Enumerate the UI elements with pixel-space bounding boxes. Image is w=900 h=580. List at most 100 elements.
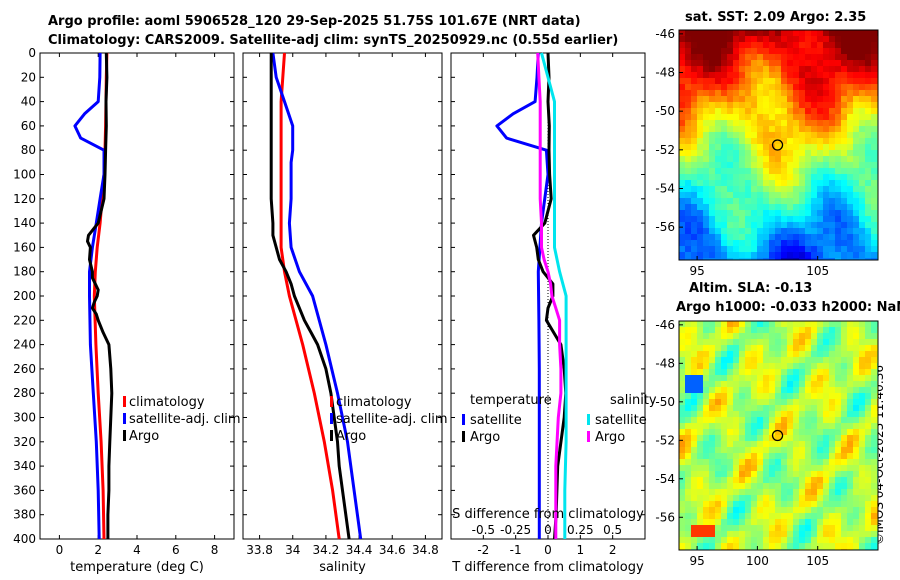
sla_map-pixel [847,429,853,435]
sla_map-pixel [775,339,781,345]
sla_map-pixel [811,345,817,351]
sla_map-pixel [751,399,757,405]
sst_map-pixel [871,60,877,66]
sla_map-pixel [715,393,721,399]
sst_map-pixel [835,150,841,156]
sst_map-pixel [847,192,853,198]
sla_map-pixel [685,381,691,387]
sst_map-pixel [793,138,799,144]
sla_map-pixel [817,357,823,363]
sla_map-pixel [805,525,811,531]
sla_map-pixel [703,489,709,495]
sst_map-pixel [817,186,823,192]
sst_map-pixel [865,192,871,198]
sst_map-pixel [799,54,805,60]
sla_map-pixel [745,459,751,465]
sla_map-pixel [775,453,781,459]
sla_map-pixel [733,441,739,447]
sla_map-pixel [817,513,823,519]
sla_map-pixel [715,399,721,405]
sla_map-pixel [853,387,859,393]
sla_map-pixel [751,519,757,525]
sla_map-pixel [751,369,757,375]
sst_map-pixel [709,102,715,108]
sla_map-pixel [709,531,715,537]
sst_map-pixel [781,222,787,228]
sla_map-pixel [793,411,799,417]
sst_map-pixel [757,60,763,66]
sst_map-pixel [805,66,811,72]
sla_map-pixel [715,459,721,465]
sst_map-pixel [865,222,871,228]
sst_map-pixel [787,96,793,102]
sla_map-pixel [787,423,793,429]
sla_map-pixel [829,363,835,369]
sst_map-pixel [829,126,835,132]
sst_map-pixel [769,72,775,78]
sla_map-pixel [709,483,715,489]
sst_map-pixel [697,138,703,144]
sla_map-pixel [763,495,769,501]
sst_map-pixel [757,246,763,252]
sst_map-pixel [823,108,829,114]
sla_map-pixel [787,327,793,333]
sla_map-pixel [739,465,745,471]
sla_map-pixel [817,435,823,441]
sst_map-pixel [775,108,781,114]
sla_map-pixel [691,471,697,477]
sst_map-pixel [865,228,871,234]
sla_map-pixel [811,363,817,369]
sla_map-pixel [865,363,871,369]
sla_map-pixel [823,417,829,423]
sst_map-pixel [805,132,811,138]
sst_map-pixel [847,84,853,90]
sst-map-title: sat. SST: 2.09 Argo: 2.35 [685,10,867,25]
sst_map-pixel [793,198,799,204]
temperature-series-satellite-adj-clim [73,52,106,540]
sla_map-pixel [841,357,847,363]
sla_map-pixel [739,507,745,513]
sst_map-pixel [859,234,865,240]
sla_map-pixel [823,501,829,507]
sst_map-pixel [835,204,841,210]
sla_map-pixel [871,513,877,519]
sla_map-pixel [715,405,721,411]
sst_map-pixel [703,60,709,66]
sla_map-pixel [865,381,871,387]
sla_map-pixel [685,333,691,339]
sla_map-pixel [811,441,817,447]
sla_map-pixel [679,381,685,387]
sla_map-pixel [763,339,769,345]
sla_map-pixel [847,399,853,405]
sst_map-pixel [679,162,685,168]
sst_map-pixel [739,96,745,102]
sst_map-pixel [703,114,709,120]
sla_map-pixel [745,441,751,447]
sla_map-ytick-label: -46 [655,318,675,332]
sst_map-pixel [691,192,697,198]
sla_map-pixel [811,327,817,333]
sla_map-pixel [811,447,817,453]
sst_map-pixel [775,30,781,36]
sla_map-pixel [847,441,853,447]
temperature-legend-label: satellite-adj. clim [129,412,241,427]
sst_map-pixel [859,54,865,60]
sst_map-pixel [691,186,697,192]
sla_map-pixel [727,399,733,405]
sst_map-pixel [817,222,823,228]
sst_map-pixel [751,42,757,48]
sst_map-pixel [805,234,811,240]
sla_map-pixel [793,405,799,411]
sst_map-pixel [691,240,697,246]
sst_map-pixel [823,138,829,144]
sst_map-pixel [805,60,811,66]
sst_map-pixel [715,150,721,156]
sst_map-pixel [835,78,841,84]
sla_map-pixel [757,531,763,537]
sla_map-pixel [757,447,763,453]
sla_map-pixel [805,447,811,453]
sla_map-pixel [811,537,817,543]
sla_map-pixel [817,363,823,369]
sst_map-pixel [799,78,805,84]
sst_map-pixel [793,132,799,138]
